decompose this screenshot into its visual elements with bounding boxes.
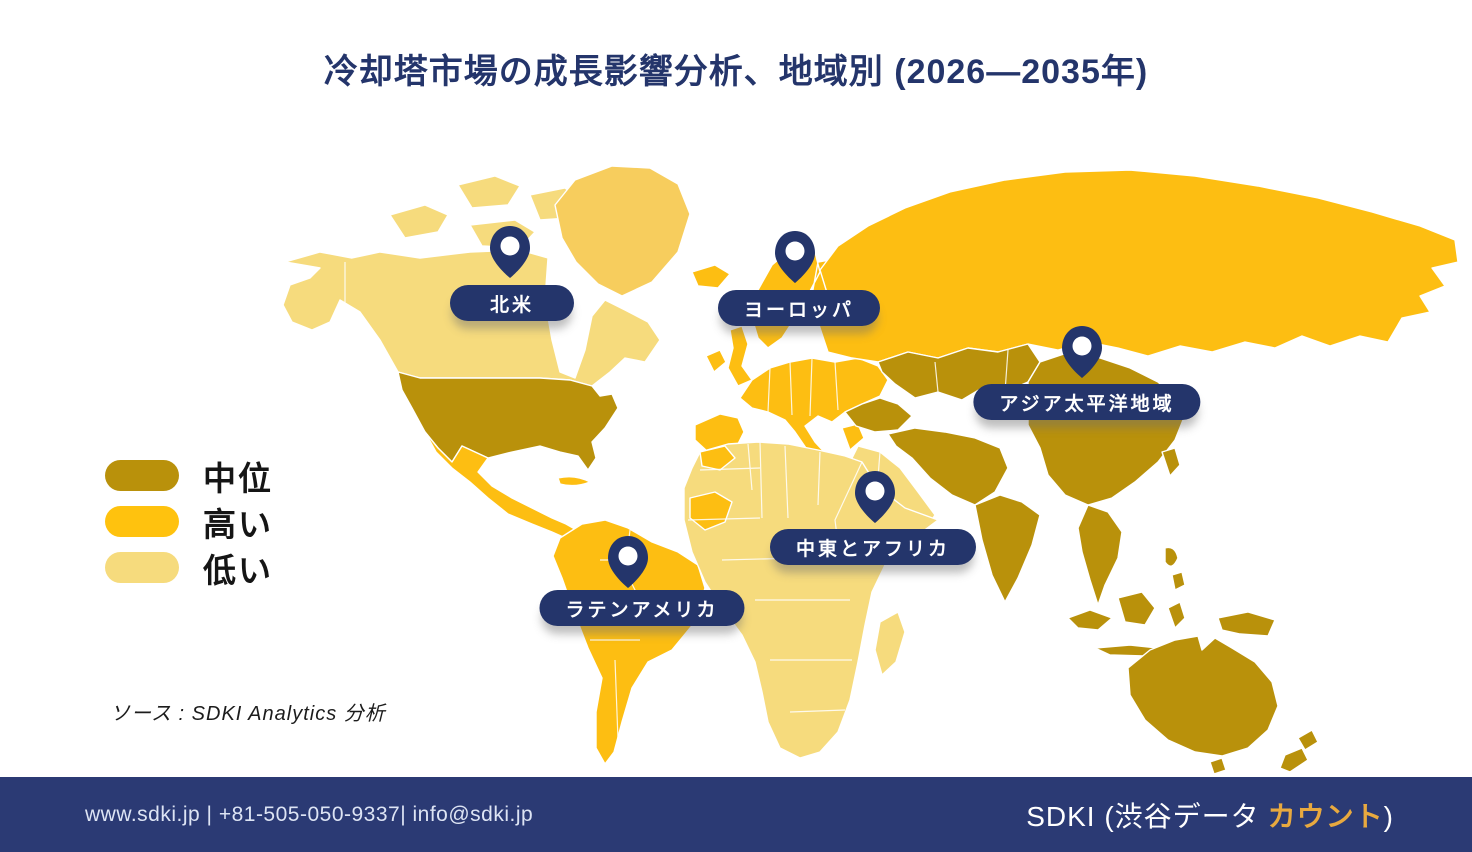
footer-bar: www.sdki.jp | +81-505-050-9337| info@sdk… — [0, 777, 1472, 852]
footer-contact[interactable]: www.sdki.jp | +81-505-050-9337| info@sdk… — [85, 802, 534, 826]
source-note: ソース : SDKI Analytics 分析 — [110, 703, 386, 725]
map-russia — [817, 169, 1459, 363]
legend-swatch-high — [105, 506, 179, 537]
map-philippines — [1164, 546, 1186, 591]
legend-swatch-low — [105, 552, 179, 583]
location-pin-icon — [855, 471, 895, 523]
region-label-middle-east-africa[interactable]: 中東とアフリカ — [769, 529, 977, 565]
legend-label-low: 低い — [203, 551, 273, 589]
map-south-america — [552, 519, 706, 765]
region-label-europe[interactable]: ヨーロッパ — [717, 290, 881, 326]
brand-suffix: ) — [1383, 800, 1394, 832]
map-madagascar — [874, 611, 906, 676]
map-australia — [1127, 635, 1279, 775]
region-label-north-america[interactable]: 北米 — [449, 285, 575, 321]
map-uk-ireland — [705, 325, 753, 387]
map-china — [1027, 351, 1186, 506]
map-mexico-central-america — [424, 431, 581, 541]
map-united-states — [397, 371, 619, 471]
legend-item-low: 低い — [105, 552, 273, 589]
map-greenland — [554, 165, 691, 297]
map-korea — [1161, 447, 1181, 477]
map-caribbean — [557, 475, 591, 487]
map-arctic-islands — [389, 175, 583, 249]
map-southeast-asia — [1077, 504, 1123, 606]
page-title: 冷却塔市場の成長影響分析、地域別 (2026—2035年) — [323, 53, 1149, 91]
map-iceland — [691, 264, 731, 289]
map-new-zealand — [1279, 729, 1319, 773]
brand-prefix: SDKI (渋谷データ — [1026, 800, 1260, 832]
map-indonesia — [1067, 591, 1186, 657]
legend-label-high: 高い — [203, 505, 273, 543]
legend-item-high: 高い — [105, 506, 273, 543]
legend-label-mid: 中位 — [203, 459, 273, 497]
legend: 中位 高い 低い — [105, 460, 273, 598]
region-label-asia-pacific[interactable]: アジア太平洋地域 — [973, 384, 1201, 420]
map-iran-pakistan — [887, 427, 1009, 506]
map-turkey-caucasus — [844, 397, 913, 433]
brand-logo: SDKI (渋谷データ カウント) — [1026, 795, 1394, 835]
brand-accent: カウント — [1267, 800, 1384, 832]
map-india — [974, 494, 1041, 603]
map-west-africa — [689, 445, 736, 531]
location-pin-icon — [1062, 326, 1102, 378]
legend-swatch-mid — [105, 460, 179, 491]
region-label-latin-america[interactable]: ラテンアメリカ — [539, 590, 745, 626]
location-pin-icon — [608, 536, 648, 588]
legend-item-mid: 中位 — [105, 460, 273, 497]
location-pin-icon — [490, 226, 530, 278]
location-pin-icon — [775, 231, 815, 283]
map-papua — [1217, 611, 1276, 637]
